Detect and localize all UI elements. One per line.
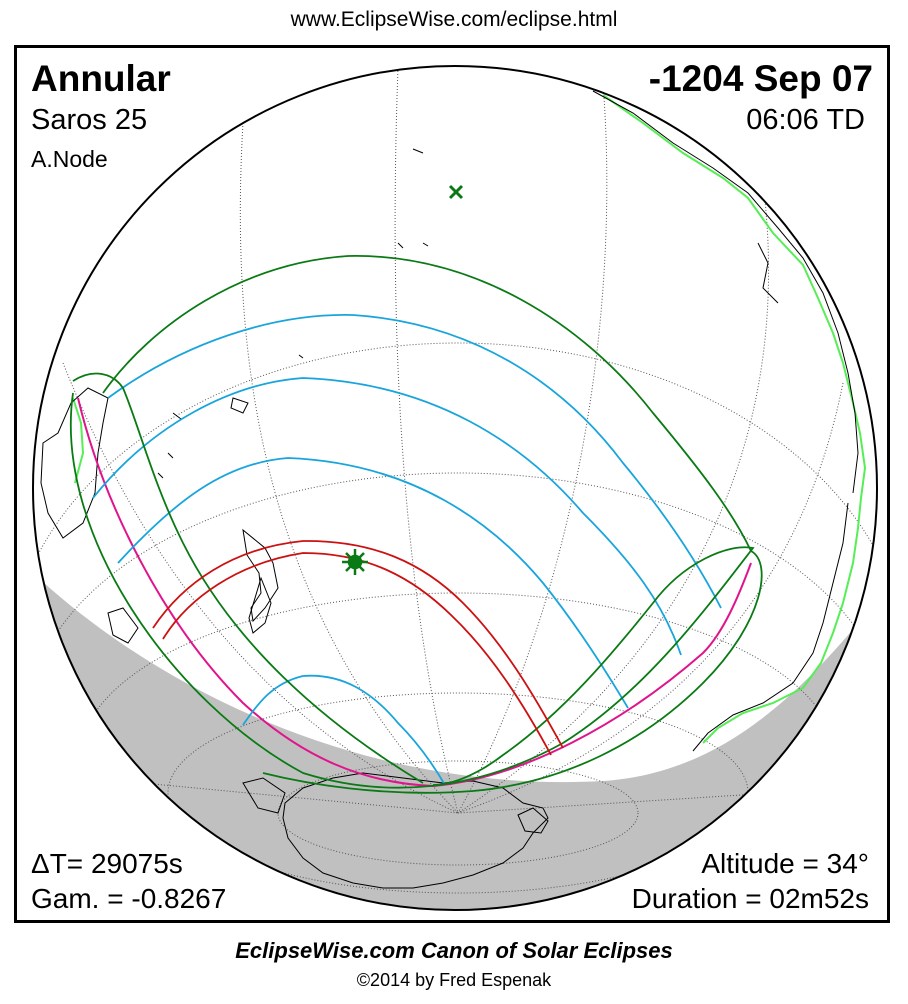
- source-url[interactable]: www.EclipseWise.com/eclipse.html: [290, 8, 618, 31]
- eclipse-date: -1204 Sep 07: [648, 58, 873, 99]
- eclipse-time-lines: [92, 314, 722, 786]
- orbital-node: A.Node: [31, 146, 108, 172]
- sun-altitude: Altitude = 34°: [701, 848, 869, 879]
- eclipse-type: Annular: [31, 58, 171, 99]
- eclipse-time: 06:06 TD: [746, 104, 865, 136]
- delta-t: ΔT= 29075s: [31, 848, 183, 879]
- globe-outline: [32, 65, 878, 911]
- night-region: [33, 573, 877, 910]
- globe-map: [32, 65, 878, 911]
- copyright: ©2014 by Fred Espenak: [356, 970, 552, 990]
- saros-number: Saros 25: [31, 104, 148, 136]
- central-duration: Duration = 02m52s: [631, 883, 869, 914]
- coastline-highlight: [72, 94, 867, 744]
- eclipse-map-panel: Annular Saros 25 A.Node -1204 Sep 07 06:…: [14, 45, 890, 923]
- globe-disk: [33, 66, 877, 910]
- annular-path-limits: [152, 540, 564, 756]
- gamma-value: Gam. = -0.8267: [31, 883, 227, 914]
- subsolar-point-cross-icon: [448, 184, 464, 200]
- canon-title: EclipseWise.com Canon of Solar Eclipses: [235, 938, 673, 963]
- rise-set-curve: [77, 397, 752, 788]
- penumbra-limits: [69, 255, 763, 794]
- greatest-eclipse-star-marker-icon: [342, 549, 368, 575]
